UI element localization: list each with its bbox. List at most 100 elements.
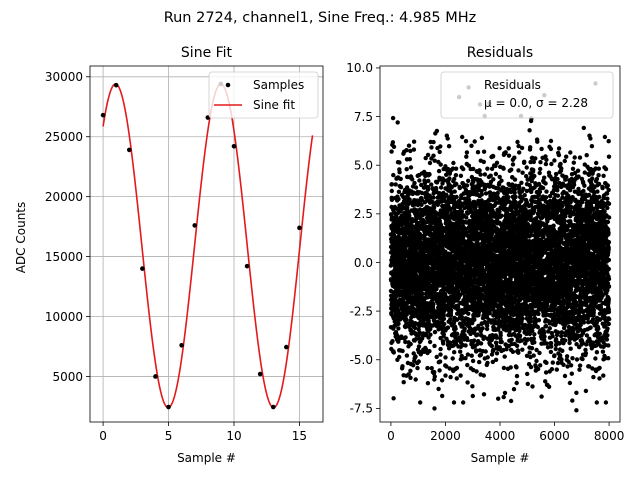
residual-point [446, 144, 452, 149]
residual-point [444, 172, 449, 177]
residual-point [434, 286, 439, 292]
residual-point [472, 199, 477, 205]
residual-point [406, 372, 411, 377]
residual-point [429, 182, 434, 187]
residual-point [510, 162, 516, 167]
residual-point [391, 350, 396, 355]
residual-point [447, 176, 452, 181]
residual-point [408, 327, 413, 332]
residual-point [481, 373, 486, 378]
residual-point [463, 139, 469, 144]
residual-point [522, 193, 527, 198]
residual-point [470, 393, 475, 399]
sine-fit-xlabel: Sample # [177, 451, 236, 465]
residual-point [465, 362, 470, 368]
residual-point [448, 374, 453, 380]
residual-point [400, 348, 405, 354]
residual-point [452, 176, 457, 182]
residual-point [431, 139, 436, 145]
residual-point [397, 354, 402, 360]
x-tick-label: 0 [99, 429, 107, 443]
residual-point [512, 187, 517, 192]
sample-point [153, 374, 158, 379]
residual-point [452, 189, 457, 194]
residual-point [431, 195, 436, 200]
residual-point [432, 329, 438, 335]
residual-point [517, 150, 522, 155]
residual-point [481, 159, 486, 165]
residual-point [417, 330, 422, 335]
residual-point [416, 344, 422, 349]
residual-point [463, 356, 468, 361]
residual-point [519, 145, 525, 151]
residual-point [430, 200, 435, 205]
residual-point [453, 166, 459, 171]
residual-point [416, 359, 421, 364]
residual-point [520, 170, 525, 175]
residual-point [407, 197, 412, 202]
residual-point [440, 393, 445, 399]
residual-point [425, 381, 431, 386]
legend-samples-label: Samples [253, 78, 304, 92]
residual-point [428, 332, 433, 337]
residual-point [412, 180, 417, 186]
residual-point [461, 400, 466, 405]
residual-point [443, 373, 448, 378]
residual-point [458, 373, 463, 378]
residual-point [404, 167, 409, 172]
residual-point [512, 177, 518, 182]
axes-frame [89, 65, 324, 423]
residual-point [499, 339, 504, 345]
residual-point [388, 288, 394, 294]
residual-point [410, 177, 415, 182]
residual-point [425, 365, 430, 371]
sample-point [100, 112, 106, 118]
residual-point [461, 166, 466, 172]
residual-point [389, 188, 394, 194]
sample-point [113, 82, 119, 88]
figure-suptitle: Run 2724, channel1, Sine Freq.: 4.985 MH… [164, 10, 477, 26]
sample-point [284, 344, 289, 350]
residual-point [393, 182, 398, 187]
residual-point [519, 180, 524, 185]
residual-point [457, 185, 462, 191]
residual-point [391, 172, 396, 178]
sample-point [192, 223, 198, 228]
residual-point [489, 343, 494, 349]
residual-point [506, 146, 511, 151]
residual-point [462, 191, 467, 196]
residual-point [501, 394, 506, 400]
residual-point [437, 149, 442, 155]
residual-point [454, 376, 459, 381]
residual-point [469, 143, 474, 148]
residual-point [499, 213, 504, 218]
residual-point [480, 326, 485, 331]
residual-point [412, 325, 418, 331]
residual-point [394, 333, 400, 338]
residual-point [452, 350, 457, 355]
residual-point [485, 355, 490, 360]
residual-point [510, 349, 516, 354]
residual-point [432, 374, 437, 379]
residual-point [437, 368, 442, 373]
residual-point [389, 182, 395, 187]
residual-point [438, 185, 444, 190]
residual-point [458, 349, 463, 354]
y-tick-label: 20000 [45, 190, 83, 204]
sample-point [270, 404, 276, 410]
residual-point [485, 360, 490, 366]
residual-point [473, 327, 478, 332]
residual-point [479, 135, 485, 140]
residual-point [417, 178, 422, 183]
residuals-axes: Residuals Sample # 0 2000 4000 6000 8000-7.5… [346, 45, 624, 465]
residual-point [465, 352, 471, 357]
residual-point [520, 316, 525, 321]
residual-point [439, 378, 445, 383]
residual-point [444, 364, 449, 369]
residual-point [483, 349, 488, 354]
residual-point [451, 400, 457, 405]
residual-point [431, 301, 436, 307]
residual-point [471, 367, 476, 373]
residual-point [481, 149, 487, 154]
residual-point [415, 365, 420, 371]
